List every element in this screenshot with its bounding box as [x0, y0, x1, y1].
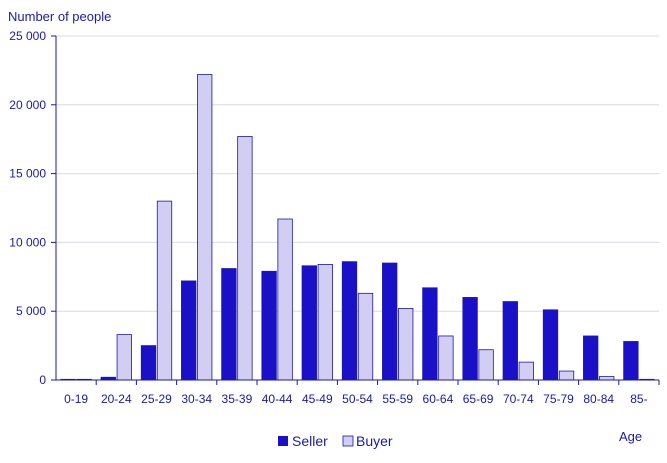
y-axis-title: Number of people — [8, 9, 111, 24]
bar-buyer-65-69 — [478, 349, 494, 381]
x-tick-label: 70-74 — [503, 392, 534, 406]
y-tick-label: 25 000 — [9, 29, 46, 43]
x-tick-label: 50-54 — [342, 392, 373, 406]
x-tick-label: 80-84 — [583, 392, 614, 406]
y-tick-label: 0 — [39, 373, 46, 387]
legend: Seller Buyer — [278, 433, 393, 449]
bar-seller-80-84 — [583, 335, 599, 381]
legend-swatch-buyer — [342, 435, 354, 447]
y-tick-label: 15 000 — [9, 167, 46, 181]
bar-seller-65-69 — [462, 297, 478, 381]
x-tick-labels: 0-19 20-24 25-29 30-34 35-39 40-44 45-49 50-54 5… — [64, 380, 660, 406]
x-tick-label: 65-69 — [463, 392, 494, 406]
y-tick-label: 5 000 — [16, 304, 46, 318]
x-axis-title: Age — [619, 429, 642, 444]
x-tick-label: 0-19 — [64, 392, 88, 406]
x-tick-label: 45-49 — [302, 392, 333, 406]
bar-seller-25-29 — [140, 345, 157, 381]
bar-seller-85- — [623, 341, 639, 381]
bar-seller-60-64 — [422, 287, 438, 381]
bar-buyer-35-39 — [237, 136, 253, 381]
bar-buyer-70-74 — [518, 361, 534, 381]
bar-buyer-40-44 — [277, 218, 293, 381]
x-tick-label: 30-34 — [181, 392, 212, 406]
bar-seller-70-74 — [502, 301, 518, 381]
legend-swatch-seller — [278, 436, 288, 446]
x-tick-label: 20-24 — [101, 392, 132, 406]
x-tick-label: 75-79 — [543, 392, 574, 406]
legend-label-seller: Seller — [292, 433, 328, 449]
y-tick-labels: 0 5 000 10 000 15 000 20 000 25 000 — [9, 29, 56, 387]
gridlines — [56, 35, 659, 312]
bar-seller-30-34 — [181, 280, 197, 381]
bar-seller-35-39 — [221, 268, 237, 381]
y-tick-label: 10 000 — [9, 235, 46, 249]
x-tick-label: 40-44 — [262, 392, 293, 406]
bar-buyer-60-64 — [438, 335, 454, 381]
axes — [55, 36, 659, 381]
bar-buyer-55-59 — [398, 308, 414, 381]
bar-seller-45-49 — [301, 265, 317, 381]
x-tick-label: 35-39 — [222, 392, 253, 406]
y-tick-label: 20 000 — [9, 98, 46, 112]
bar-seller-75-79 — [542, 309, 559, 381]
bar-seller-55-59 — [382, 262, 398, 381]
bars — [60, 74, 655, 381]
x-tick-label: 55-59 — [382, 392, 413, 406]
x-tick-label: 85- — [630, 392, 647, 406]
bar-buyer-75-79 — [558, 370, 575, 381]
bar-seller-40-44 — [261, 270, 277, 381]
bar-buyer-80-84 — [599, 376, 615, 381]
bar-buyer-25-29 — [156, 200, 173, 381]
bar-buyer-45-49 — [317, 264, 333, 381]
legend-label-buyer: Buyer — [356, 433, 393, 449]
x-tick-label: 60-64 — [423, 392, 454, 406]
x-tick-label: 25-29 — [141, 392, 172, 406]
bar-buyer-50-54 — [357, 292, 374, 381]
bar-seller-50-54 — [341, 261, 358, 381]
bar-buyer-20-24 — [116, 334, 132, 381]
bar-buyer-30-34 — [197, 74, 213, 381]
